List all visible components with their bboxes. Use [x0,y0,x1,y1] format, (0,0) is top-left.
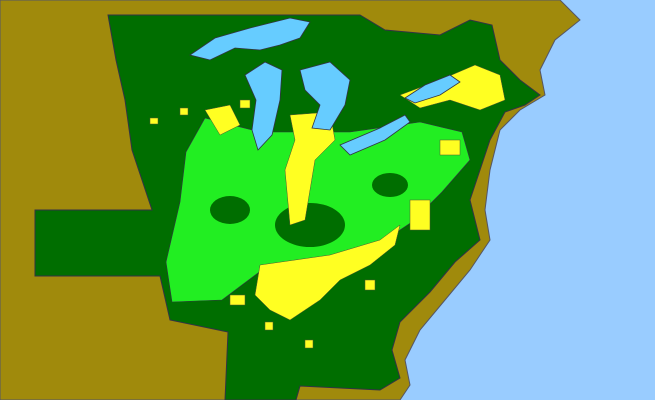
range-yellow-patches [149,64,506,349]
lake-huron [299,61,351,131]
great-lakes [189,17,461,156]
lake-michigan [244,61,283,151]
lake-superior [189,17,311,61]
lake-erie [339,114,411,156]
lake-ontario [404,74,461,104]
